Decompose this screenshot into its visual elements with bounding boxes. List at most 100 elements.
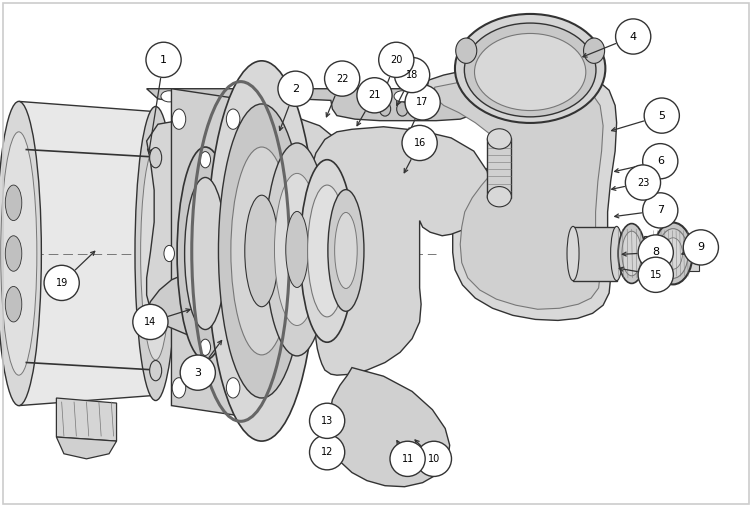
Text: 15: 15	[650, 270, 662, 280]
Ellipse shape	[172, 109, 186, 129]
Ellipse shape	[638, 257, 673, 293]
Ellipse shape	[274, 173, 320, 325]
Ellipse shape	[180, 355, 215, 390]
Ellipse shape	[380, 102, 391, 116]
Text: 10: 10	[428, 454, 440, 464]
Ellipse shape	[286, 211, 308, 287]
Ellipse shape	[397, 102, 408, 116]
Ellipse shape	[146, 42, 181, 78]
Ellipse shape	[172, 378, 186, 398]
Text: 2: 2	[292, 84, 299, 94]
Ellipse shape	[487, 187, 511, 207]
Ellipse shape	[135, 106, 176, 401]
Ellipse shape	[663, 238, 683, 269]
Ellipse shape	[5, 286, 22, 322]
Ellipse shape	[219, 104, 305, 398]
Ellipse shape	[277, 91, 294, 102]
Text: 1: 1	[160, 55, 167, 65]
Ellipse shape	[616, 19, 650, 54]
Polygon shape	[487, 138, 511, 198]
Ellipse shape	[177, 147, 234, 360]
Polygon shape	[329, 368, 450, 487]
Ellipse shape	[150, 148, 162, 168]
Ellipse shape	[395, 57, 429, 93]
Ellipse shape	[455, 14, 605, 123]
Text: 4: 4	[629, 31, 637, 42]
Text: 6: 6	[656, 156, 664, 166]
Text: 23: 23	[637, 177, 649, 188]
Ellipse shape	[0, 101, 41, 406]
Ellipse shape	[456, 38, 477, 63]
Polygon shape	[56, 437, 117, 459]
Text: 21: 21	[368, 90, 381, 100]
Polygon shape	[147, 89, 470, 121]
Ellipse shape	[5, 185, 22, 221]
Ellipse shape	[417, 441, 451, 477]
Polygon shape	[147, 268, 295, 341]
Ellipse shape	[200, 339, 211, 355]
Ellipse shape	[390, 441, 425, 477]
Text: 20: 20	[390, 55, 402, 65]
Ellipse shape	[643, 193, 678, 228]
Polygon shape	[435, 72, 603, 309]
Text: 8: 8	[652, 247, 660, 258]
Ellipse shape	[226, 109, 240, 129]
Ellipse shape	[464, 23, 596, 117]
Ellipse shape	[611, 226, 623, 281]
Ellipse shape	[394, 91, 411, 102]
Ellipse shape	[653, 223, 693, 284]
Ellipse shape	[141, 147, 171, 360]
Ellipse shape	[335, 212, 357, 288]
Text: 12: 12	[321, 447, 333, 457]
Ellipse shape	[1, 132, 37, 375]
Ellipse shape	[133, 304, 168, 340]
Ellipse shape	[265, 143, 329, 356]
Ellipse shape	[487, 129, 511, 149]
Text: 16: 16	[414, 138, 426, 148]
Ellipse shape	[185, 177, 226, 330]
Ellipse shape	[245, 195, 279, 307]
Ellipse shape	[150, 360, 162, 381]
Ellipse shape	[405, 85, 440, 120]
Ellipse shape	[164, 245, 174, 262]
Ellipse shape	[328, 190, 364, 311]
Ellipse shape	[44, 265, 79, 301]
Ellipse shape	[226, 378, 240, 398]
Ellipse shape	[684, 230, 718, 265]
Ellipse shape	[236, 245, 247, 262]
Ellipse shape	[567, 226, 579, 281]
Polygon shape	[171, 89, 239, 416]
Ellipse shape	[231, 147, 293, 355]
Polygon shape	[644, 236, 699, 271]
Polygon shape	[19, 101, 154, 406]
Ellipse shape	[618, 224, 645, 283]
Ellipse shape	[310, 403, 344, 439]
Text: 7: 7	[656, 205, 664, 215]
Ellipse shape	[310, 434, 344, 470]
Ellipse shape	[5, 236, 22, 271]
Text: 11: 11	[402, 454, 414, 464]
Text: 3: 3	[194, 368, 202, 378]
Ellipse shape	[644, 98, 679, 133]
Ellipse shape	[658, 229, 688, 278]
Ellipse shape	[208, 61, 316, 441]
Ellipse shape	[402, 125, 437, 161]
Ellipse shape	[300, 160, 354, 342]
Text: 17: 17	[417, 97, 429, 107]
Ellipse shape	[626, 165, 660, 200]
Ellipse shape	[308, 185, 347, 317]
Ellipse shape	[643, 143, 678, 179]
Ellipse shape	[584, 38, 605, 63]
Ellipse shape	[443, 91, 459, 102]
Ellipse shape	[325, 61, 359, 96]
Polygon shape	[147, 114, 344, 335]
Text: 18: 18	[406, 70, 418, 80]
Ellipse shape	[638, 235, 673, 270]
Polygon shape	[56, 398, 117, 441]
Text: 9: 9	[697, 242, 705, 252]
Polygon shape	[427, 63, 617, 320]
Ellipse shape	[475, 33, 586, 111]
Text: 19: 19	[56, 278, 68, 288]
Ellipse shape	[278, 71, 313, 106]
Polygon shape	[308, 127, 490, 375]
